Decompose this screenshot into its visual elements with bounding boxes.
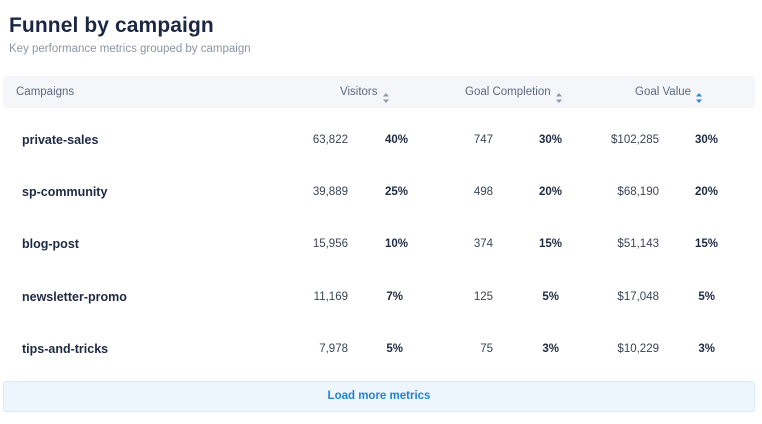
sort-arrows-icon[interactable] (695, 85, 703, 103)
sort-arrows-icon[interactable] (555, 85, 563, 103)
campaign-name[interactable]: private-sales (22, 133, 99, 147)
table-row[interactable]: blog-post 15,956 10% 374 15% $51,143 15% (3, 218, 755, 270)
goal-completion-percent: 3% (542, 343, 559, 355)
table-row[interactable]: tips-and-tricks 7,978 5% 75 3% $10,229 3… (3, 323, 755, 375)
goal-completion-value: 747 (473, 134, 493, 146)
campaign-name[interactable]: tips-and-tricks (22, 342, 109, 356)
column-header-label: Goal Completion (465, 86, 551, 98)
goal-value-percent: 3% (698, 343, 715, 355)
visitors-percent: 10% (384, 238, 408, 250)
load-more-button[interactable]: Load more metrics (3, 381, 755, 412)
visitors-percent: 5% (386, 343, 403, 355)
campaign-name[interactable]: blog-post (22, 237, 79, 251)
visitors-percent: 7% (386, 291, 403, 303)
page-subtitle: Key performance metrics grouped by campa… (9, 43, 251, 55)
goal-completion-value: 498 (473, 186, 493, 198)
column-header-label: Goal Value (635, 86, 692, 98)
goal-value-amount: $68,190 (617, 186, 659, 198)
goal-value-amount: $10,229 (617, 343, 659, 355)
goal-completion-percent: 30% (538, 134, 562, 146)
column-header-label: Visitors (340, 86, 378, 98)
visitors-value: 11,169 (313, 291, 348, 303)
visitors-value: 39,889 (312, 186, 348, 198)
goal-completion-value: 75 (480, 343, 493, 355)
column-header-campaigns: Campaigns (16, 76, 74, 108)
table-row[interactable]: private-sales 63,822 40% 747 30% $102,28… (3, 114, 755, 166)
goal-value-amount: $102,285 (611, 134, 659, 146)
table-row[interactable]: sp-community 39,889 25% 498 20% $68,190 … (3, 166, 755, 218)
goal-completion-percent: 15% (538, 238, 562, 250)
visitors-value: 7,978 (319, 343, 348, 355)
column-header-goal-value[interactable]: Goal Value (635, 76, 703, 108)
campaign-name[interactable]: newsletter-promo (22, 290, 127, 304)
goal-value-amount: $51,143 (617, 238, 659, 250)
goal-completion-percent: 20% (538, 186, 562, 198)
goal-value-percent: 5% (698, 291, 715, 303)
goal-completion-value: 374 (473, 238, 493, 250)
goal-value-percent: 30% (694, 134, 718, 146)
goal-value-amount: $17,048 (617, 291, 659, 303)
goal-value-percent: 15% (694, 238, 718, 250)
visitors-percent: 25% (384, 186, 408, 198)
goal-completion-value: 125 (473, 291, 493, 303)
column-header-visitors[interactable]: Visitors (340, 76, 390, 108)
sort-arrows-icon[interactable] (382, 85, 390, 103)
visitors-percent: 40% (384, 134, 408, 146)
column-header-label: Campaigns (16, 86, 75, 98)
goal-completion-percent: 5% (542, 291, 559, 303)
column-header-goal-completion[interactable]: Goal Completion (465, 76, 563, 108)
table-row[interactable]: newsletter-promo 11,169 7% 125 5% $17,04… (3, 271, 755, 323)
page-title: Funnel by campaign (9, 14, 214, 37)
campaign-name[interactable]: sp-community (22, 185, 108, 199)
table-header: Campaigns Visitors Goal Completion Goal … (3, 76, 755, 108)
goal-value-percent: 20% (694, 186, 718, 198)
visitors-value: 15,956 (312, 238, 348, 250)
visitors-value: 63,822 (312, 134, 348, 146)
